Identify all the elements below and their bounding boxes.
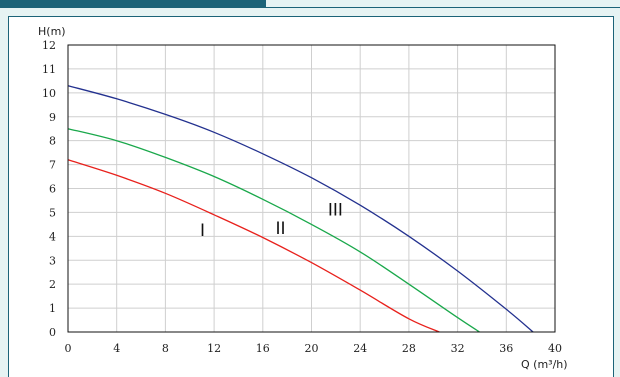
x-tick-labels: 0 4 8 12 16 20 24 28 32 36 40 xyxy=(65,342,563,355)
series-line-2 xyxy=(67,128,480,333)
y-tick-label-5: 5 xyxy=(49,206,56,219)
x-tick-label-3: 12 xyxy=(207,342,221,355)
x-tick-label-7: 28 xyxy=(402,342,416,355)
y-tick-label-7: 7 xyxy=(49,159,56,172)
y-tick-label-3: 3 xyxy=(49,254,56,267)
series-line-3 xyxy=(67,85,534,333)
y-tick-label-4: 4 xyxy=(49,230,56,243)
header-rule xyxy=(266,7,620,8)
x-tick-label-0: 0 xyxy=(65,342,72,355)
series-label-1: I xyxy=(200,221,205,241)
y-tick-label-2: 2 xyxy=(49,278,56,291)
x-tick-label-9: 36 xyxy=(499,342,513,355)
x-tick-label-4: 16 xyxy=(256,342,270,355)
y-tick-label-9: 9 xyxy=(49,111,56,124)
x-tick-label-10: 40 xyxy=(548,342,562,355)
grid xyxy=(67,44,556,333)
header-band xyxy=(0,0,266,8)
y-tick-label-10: 10 xyxy=(42,87,56,100)
x-tick-label-1: 4 xyxy=(113,342,120,355)
x-tick-label-8: 32 xyxy=(451,342,465,355)
y-axis-title: H(m) xyxy=(38,25,66,38)
series-line-1 xyxy=(67,159,440,333)
x-tick-label-2: 8 xyxy=(162,342,169,355)
y-tick-label-0: 0 xyxy=(49,326,56,339)
y-tick-label-6: 6 xyxy=(49,183,56,196)
x-axis-title: Q (m³/h) xyxy=(521,358,568,371)
y-tick-label-12: 12 xyxy=(42,39,56,52)
y-tick-label-8: 8 xyxy=(49,135,56,148)
y-tick-label-11: 11 xyxy=(42,63,56,76)
x-tick-label-6: 24 xyxy=(353,342,367,355)
plot-frame xyxy=(67,44,556,333)
x-tick-label-5: 20 xyxy=(305,342,319,355)
series-label-2: II xyxy=(275,219,285,239)
y-tick-label-1: 1 xyxy=(49,302,56,315)
series-label-3: III xyxy=(328,200,343,220)
series-group xyxy=(67,85,534,333)
